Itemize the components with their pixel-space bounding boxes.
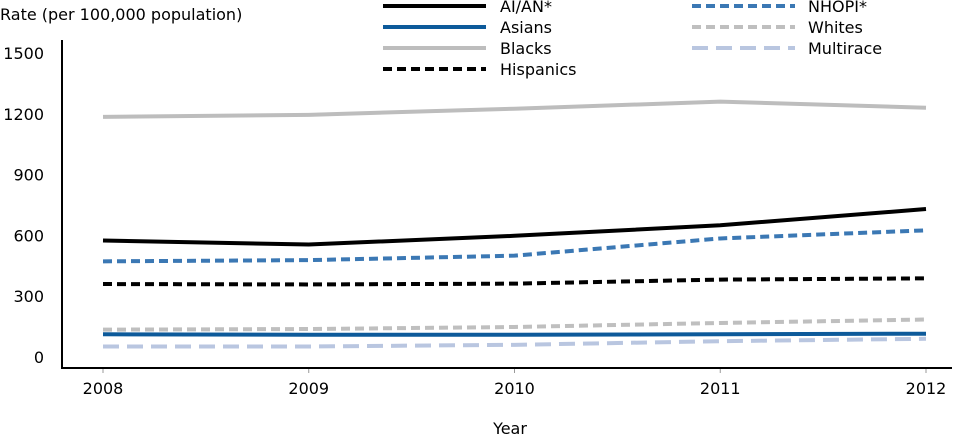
series-line-nhopi [102, 228, 927, 264]
x-tick-label: 2008 [83, 379, 124, 398]
series-line-multirace [103, 336, 927, 349]
y-tick-label: 0 [34, 348, 44, 367]
legend-label: NHOPI* [808, 0, 867, 16]
y-tick-label: 300 [13, 287, 44, 306]
x-axis-label: Year [492, 419, 527, 438]
legend-label: Blacks [500, 39, 552, 58]
series-line-blacks [102, 99, 927, 119]
legend-label: Whites [808, 18, 863, 37]
y-tick-label: 1500 [3, 44, 44, 63]
series-line-aian [102, 207, 927, 247]
legend-label: Asians [500, 18, 552, 37]
x-tick-label: 2010 [494, 379, 535, 398]
series-line-asians [102, 331, 927, 337]
legend-label: AI/AN* [500, 0, 552, 16]
x-tick-label: 2009 [288, 379, 329, 398]
series-line-hispanics [102, 276, 927, 287]
legend-label: Hispanics [500, 60, 577, 79]
y-axis-label: Rate (per 100,000 population) [0, 5, 242, 24]
x-tick-label: 2012 [906, 379, 947, 398]
x-tick-label: 2011 [700, 379, 741, 398]
legend-label: Multirace [808, 39, 882, 58]
series-line-whites [102, 317, 927, 332]
y-tick-label: 900 [13, 166, 44, 185]
y-tick-label: 600 [13, 226, 44, 245]
y-tick-label: 1200 [3, 105, 44, 124]
